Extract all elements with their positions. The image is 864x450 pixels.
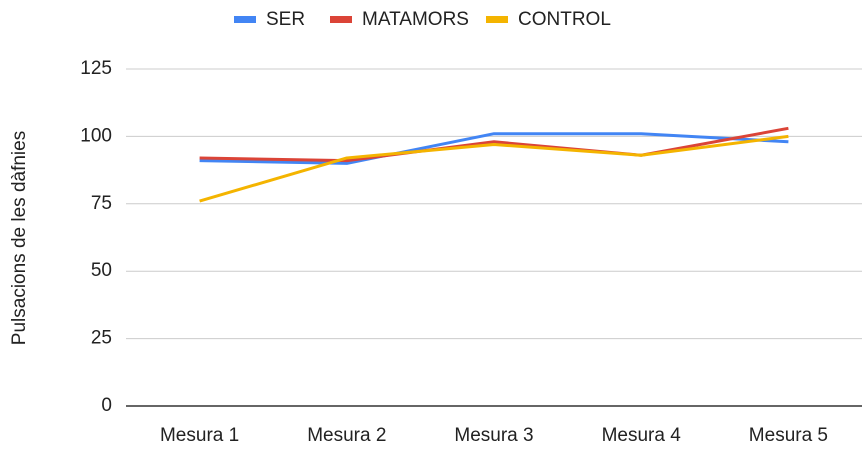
series-line — [199, 134, 789, 203]
x-tick-label: Mesura 2 — [307, 425, 386, 446]
y-tick-label: 0 — [101, 395, 112, 416]
y-tick-label: 25 — [91, 328, 112, 349]
x-tick-label: Mesura 3 — [454, 425, 533, 446]
legend-label: MATAMORS — [362, 9, 469, 30]
legend-label: SER — [266, 9, 305, 30]
x-tick-label: Mesura 4 — [602, 425, 682, 446]
y-tick-label: 100 — [80, 125, 112, 146]
y-tick-label: 50 — [91, 260, 112, 281]
x-tick-label: Mesura 5 — [749, 425, 828, 446]
series-line — [199, 126, 789, 163]
y-axis-label: Pulsacions de les dàfnies — [9, 131, 30, 345]
series-line — [199, 132, 789, 165]
y-tick-label: 125 — [80, 58, 112, 79]
legend-swatch — [330, 16, 352, 23]
legend-swatch — [486, 16, 508, 23]
legend-label: CONTROL — [518, 9, 611, 30]
y-tick-label: 75 — [91, 193, 112, 214]
legend-swatch — [234, 16, 256, 23]
x-tick-label: Mesura 1 — [160, 425, 239, 446]
